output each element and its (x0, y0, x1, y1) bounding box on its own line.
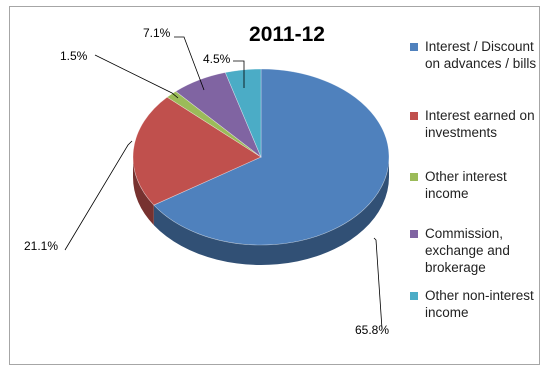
data-label-2: 1.5% (60, 49, 88, 63)
pie-slice-4 (224, 68, 262, 158)
legend-label: Interest / Discount on advances / bills (425, 39, 537, 71)
leader-line (174, 36, 205, 91)
legend-swatch (410, 112, 418, 120)
legend-item-other-interest: Other interest income (410, 168, 542, 223)
pie-slice-0 (153, 68, 390, 246)
legend-item-interest-discount: Interest / Discount on advances / bills (410, 38, 542, 90)
leader-line (233, 60, 245, 88)
legend-label: Commission, exchange and brokerage (425, 226, 510, 275)
chart-title: 2011-12 (249, 23, 325, 46)
data-label-0: 65.8% (355, 323, 389, 337)
leader-line (94, 54, 179, 99)
legend-item-interest-investments: Interest earned on investments (410, 107, 542, 162)
legend-swatch (410, 230, 418, 238)
legend-label: Other non-interest income (425, 288, 534, 320)
legend: Interest / Discount on advances / bills … (410, 38, 542, 321)
legend-swatch (410, 43, 418, 51)
leader-line (64, 140, 133, 251)
legend-item-commission: Commission, exchange and brokerage (410, 225, 542, 287)
legend-swatch (410, 173, 418, 181)
pie-side (153, 157, 389, 265)
pie-side (133, 157, 154, 226)
legend-label: Interest earned on investments (425, 108, 535, 140)
legend-swatch (410, 292, 418, 300)
data-label-4: 4.5% (203, 52, 231, 66)
leader-line (373, 237, 383, 330)
pie-slice-1 (132, 96, 262, 206)
data-label-3: 7.1% (143, 26, 171, 40)
data-label-1: 21.1% (24, 239, 58, 253)
legend-label: Other interest income (425, 169, 507, 201)
legend-item-other-non-interest: Other non-interest income (410, 287, 542, 321)
